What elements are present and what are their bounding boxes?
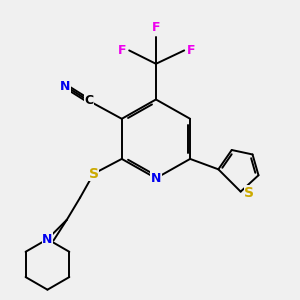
Text: S: S	[88, 167, 98, 181]
Text: F: F	[187, 44, 196, 57]
Text: S: S	[244, 186, 254, 200]
Text: C: C	[85, 94, 94, 107]
Text: F: F	[118, 44, 126, 57]
Text: F: F	[152, 21, 160, 34]
Text: N: N	[42, 233, 52, 246]
Text: N: N	[60, 80, 70, 93]
Text: N: N	[151, 172, 161, 185]
